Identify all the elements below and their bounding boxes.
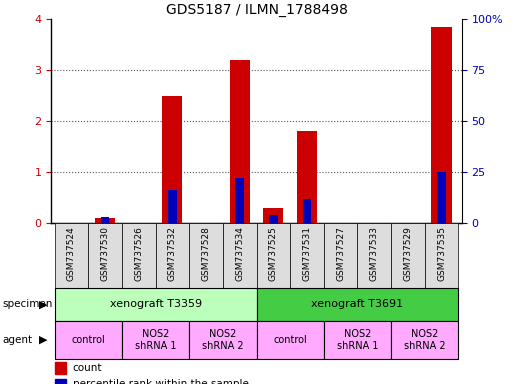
Bar <box>189 223 223 288</box>
Text: xenograft T3359: xenograft T3359 <box>109 299 202 310</box>
Bar <box>101 217 109 223</box>
Bar <box>290 223 324 288</box>
Bar <box>256 288 458 321</box>
Bar <box>223 223 256 288</box>
Bar <box>55 321 122 359</box>
Text: GSM737535: GSM737535 <box>437 226 446 281</box>
Bar <box>155 223 189 288</box>
Bar <box>55 379 67 384</box>
Bar <box>437 172 446 223</box>
Bar <box>235 178 244 223</box>
Text: GSM737530: GSM737530 <box>101 226 110 281</box>
Bar <box>122 321 189 359</box>
Text: GSM737526: GSM737526 <box>134 226 143 281</box>
Bar <box>391 223 425 288</box>
Bar <box>189 321 256 359</box>
Title: GDS5187 / ILMN_1788498: GDS5187 / ILMN_1788498 <box>166 3 347 17</box>
Text: specimen: specimen <box>3 299 53 310</box>
Text: NOS2
shRNA 1: NOS2 shRNA 1 <box>135 329 176 351</box>
Bar <box>297 131 317 223</box>
Bar <box>88 223 122 288</box>
Bar <box>55 362 67 374</box>
Text: NOS2
shRNA 2: NOS2 shRNA 2 <box>202 329 244 351</box>
Text: GSM737532: GSM737532 <box>168 226 177 281</box>
Bar <box>324 321 391 359</box>
Text: NOS2
shRNA 2: NOS2 shRNA 2 <box>404 329 445 351</box>
Text: GSM737531: GSM737531 <box>303 226 311 281</box>
Text: ▶: ▶ <box>40 335 48 345</box>
Bar <box>263 209 283 223</box>
Bar <box>303 199 311 223</box>
Bar <box>256 223 290 288</box>
Text: control: control <box>71 335 105 345</box>
Bar <box>55 223 88 288</box>
Text: ▶: ▶ <box>40 299 48 310</box>
Text: control: control <box>273 335 307 345</box>
Bar <box>431 27 451 223</box>
Text: GSM737528: GSM737528 <box>202 226 210 281</box>
Text: GSM737524: GSM737524 <box>67 226 76 281</box>
Text: GSM737533: GSM737533 <box>370 226 379 281</box>
Text: GSM737527: GSM737527 <box>336 226 345 281</box>
Text: percentile rank within the sample: percentile rank within the sample <box>73 379 248 384</box>
Text: agent: agent <box>3 335 33 345</box>
Bar <box>95 218 115 223</box>
Bar <box>425 223 458 288</box>
Bar <box>324 223 358 288</box>
Bar <box>391 321 458 359</box>
Bar <box>168 190 176 223</box>
Text: count: count <box>73 363 102 373</box>
Bar <box>256 321 324 359</box>
Bar <box>230 60 250 223</box>
Bar <box>122 223 155 288</box>
Bar <box>55 288 256 321</box>
Bar <box>358 223 391 288</box>
Bar <box>269 215 278 223</box>
Bar <box>162 96 183 223</box>
Text: NOS2
shRNA 1: NOS2 shRNA 1 <box>337 329 378 351</box>
Text: GSM737525: GSM737525 <box>269 226 278 281</box>
Text: GSM737529: GSM737529 <box>403 226 412 281</box>
Text: GSM737534: GSM737534 <box>235 226 244 281</box>
Text: xenograft T3691: xenograft T3691 <box>311 299 404 310</box>
